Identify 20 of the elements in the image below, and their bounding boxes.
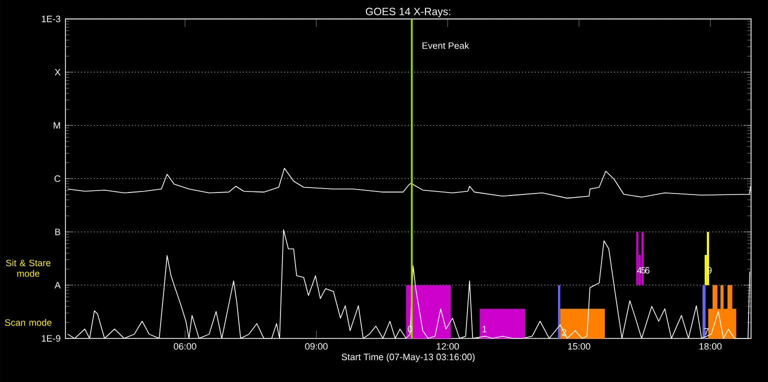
x-tick-label: 12:00 (436, 343, 459, 350)
y-tick-label: A (54, 282, 61, 288)
annotation: 0 (408, 326, 412, 332)
annotation: 6 (645, 266, 650, 274)
x-tick-label: 06:00 (174, 343, 196, 350)
x-tick-label: 15:00 (568, 343, 590, 350)
chart-title: GOES 14 X-Rays: (366, 8, 450, 18)
y-tick-label: 1E-9 (42, 335, 60, 342)
annotation: 1 (482, 326, 487, 332)
y-tick-label: C (54, 175, 60, 182)
ref-line-label: Event Peak (422, 42, 470, 49)
x-tick-label: 18:00 (700, 343, 722, 350)
x-tick-label: 09:00 (305, 343, 328, 350)
y-tick-label: X (54, 68, 61, 76)
text: Scan mode (4, 318, 52, 326)
x-axis-title: Start Time (07-May-13 03:16:00) (342, 353, 475, 362)
y-tick-label: B (55, 228, 60, 236)
text: Sit & Stare mode (6, 259, 50, 277)
y-tick-label: M (54, 122, 60, 129)
y-tick-label: 1E-3 (42, 16, 60, 22)
